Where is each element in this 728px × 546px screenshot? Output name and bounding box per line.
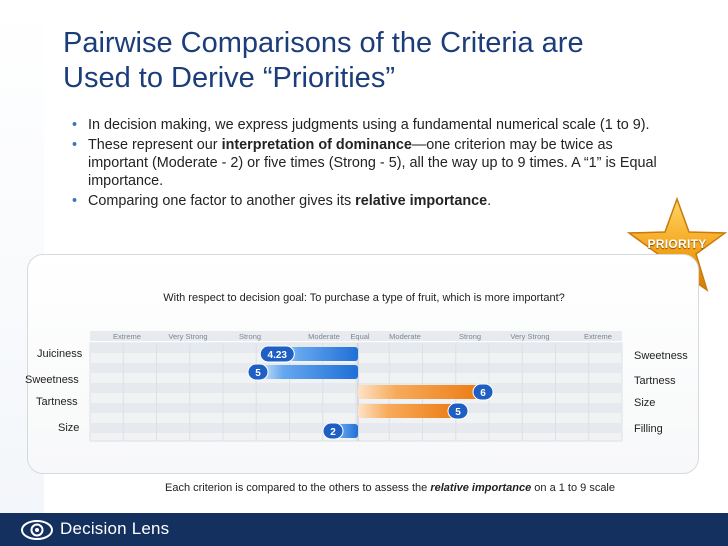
right-criterion-label: Filling	[634, 423, 663, 435]
title-line-2: Used to Derive “Priorities”	[63, 62, 395, 94]
note-emphasis: relative importance	[430, 482, 532, 494]
note-text: on a 1 to 9 scale	[531, 482, 615, 494]
bullet-text: Comparing one factor to another gives it…	[88, 193, 356, 209]
comparison-panel	[27, 254, 699, 474]
bullet-item: These represent our interpretation of do…	[72, 136, 672, 190]
right-criterion-label: Sweetness	[634, 350, 688, 362]
comparison-question: With respect to decision goal: To purcha…	[163, 292, 565, 304]
left-criterion-label: Size	[58, 422, 80, 434]
bullet-emphasis: interpretation of dominance	[221, 137, 412, 153]
right-criterion-label: Size	[634, 397, 656, 409]
slide-title: Pairwise Comparisons of the Criteria are…	[63, 26, 683, 96]
decision-lens-eye-icon	[21, 520, 53, 540]
footer-bar: Decision Lens	[0, 513, 728, 546]
left-criterion-label: Tartness	[36, 396, 78, 408]
bullet-text: In decision making, we express judgments…	[88, 117, 650, 133]
note-text: Each criterion is compared to the others…	[164, 482, 431, 494]
title-line-1: Pairwise Comparisons of the Criteria are	[63, 27, 584, 59]
right-criterion-label: Tartness	[634, 375, 676, 387]
left-criterion-label: Sweetness	[25, 374, 79, 386]
left-criterion-label: Juiciness	[37, 348, 83, 360]
scale-note: Each criterion is compared to the others…	[0, 482, 728, 494]
bullet-text: .	[487, 193, 492, 209]
brand-name: Decision Lens	[60, 519, 170, 538]
bullet-list: In decision making, we express judgments…	[72, 116, 672, 212]
bullet-text: —one criterion may be twice as important…	[88, 137, 657, 189]
bullet-emphasis: relative importance	[355, 193, 488, 209]
priority-badge-label: PRIORITY	[647, 237, 707, 251]
bullet-text: These represent our	[88, 137, 222, 153]
bullet-item: Comparing one factor to another gives it…	[72, 192, 672, 210]
bullet-item: In decision making, we express judgments…	[72, 116, 672, 134]
